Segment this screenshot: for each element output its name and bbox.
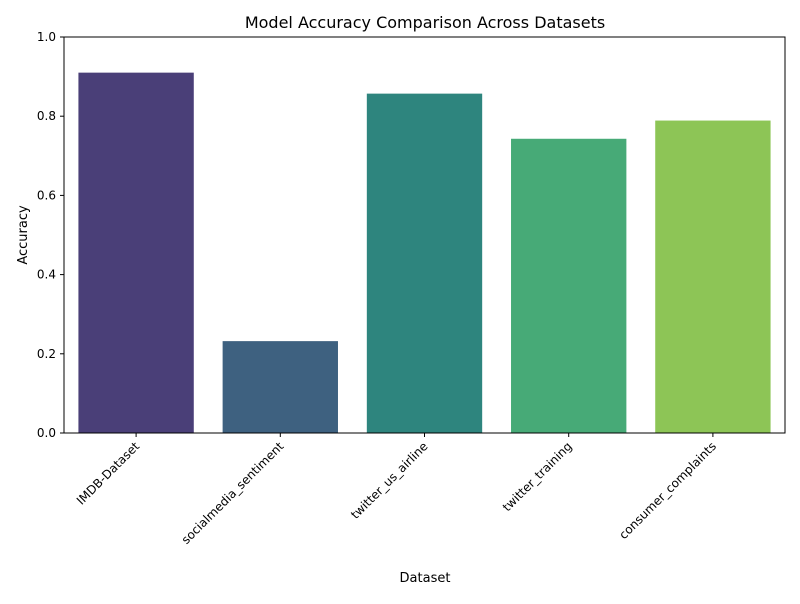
- y-tick-label: 0.8: [37, 109, 56, 123]
- bar-consumer-complaints: [655, 120, 771, 433]
- bar-socialmedia-sentiment: [222, 341, 338, 433]
- bar-twitter-us-airline: [366, 93, 483, 433]
- y-tick-label: 0.6: [37, 188, 56, 202]
- bars-layer: [78, 72, 771, 433]
- bar-twitter-training: [511, 138, 627, 433]
- y-tick-label: 0.2: [37, 347, 56, 361]
- x-axis-label: Dataset: [400, 571, 451, 586]
- y-tick-label: 0.0: [37, 426, 56, 440]
- y-axis-label: Accuracy: [16, 205, 31, 265]
- y-tick-label: 0.4: [37, 268, 56, 282]
- chart-title: Model Accuracy Comparison Across Dataset…: [245, 13, 605, 32]
- bar-imdb-dataset: [78, 72, 194, 433]
- y-tick-label: 1.0: [37, 30, 56, 44]
